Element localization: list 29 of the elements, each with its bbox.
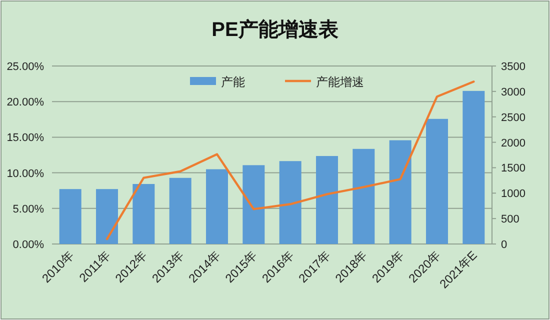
- y2-tick-label: 3000: [501, 86, 526, 98]
- y2-tick-label: 2500: [501, 112, 526, 124]
- bar: [279, 161, 302, 244]
- y2-tick-label: 0: [501, 239, 508, 251]
- y-tick-label: 15.00%: [6, 132, 44, 144]
- chart-title: PE产能增速表: [212, 18, 338, 41]
- bar: [132, 184, 155, 244]
- bar: [96, 189, 118, 244]
- bar: [426, 118, 448, 244]
- bar: [352, 148, 375, 244]
- y-tick-label: 5.00%: [12, 203, 44, 216]
- bar: [169, 178, 192, 244]
- bar: [242, 165, 265, 244]
- y2-tick-label: 500: [501, 214, 520, 226]
- legend-label: 产能增速: [316, 75, 364, 89]
- bar: [206, 169, 228, 244]
- y-tick-label: 20.00%: [6, 96, 44, 109]
- y2-tick-label: 1500: [501, 162, 526, 175]
- y2-tick-label: 1000: [501, 188, 526, 200]
- bar: [59, 189, 82, 244]
- bar: [316, 156, 338, 244]
- y2-tick-label: 2000: [501, 137, 526, 150]
- y-tick-label: 25.00%: [6, 61, 44, 73]
- legend-label: 产能: [221, 75, 245, 89]
- y2-tick-label: 3500: [501, 61, 526, 73]
- bar: [462, 90, 485, 244]
- bar: [389, 140, 412, 244]
- y-tick-label: 0.00%: [12, 239, 44, 251]
- y-tick-label: 10.00%: [6, 168, 44, 180]
